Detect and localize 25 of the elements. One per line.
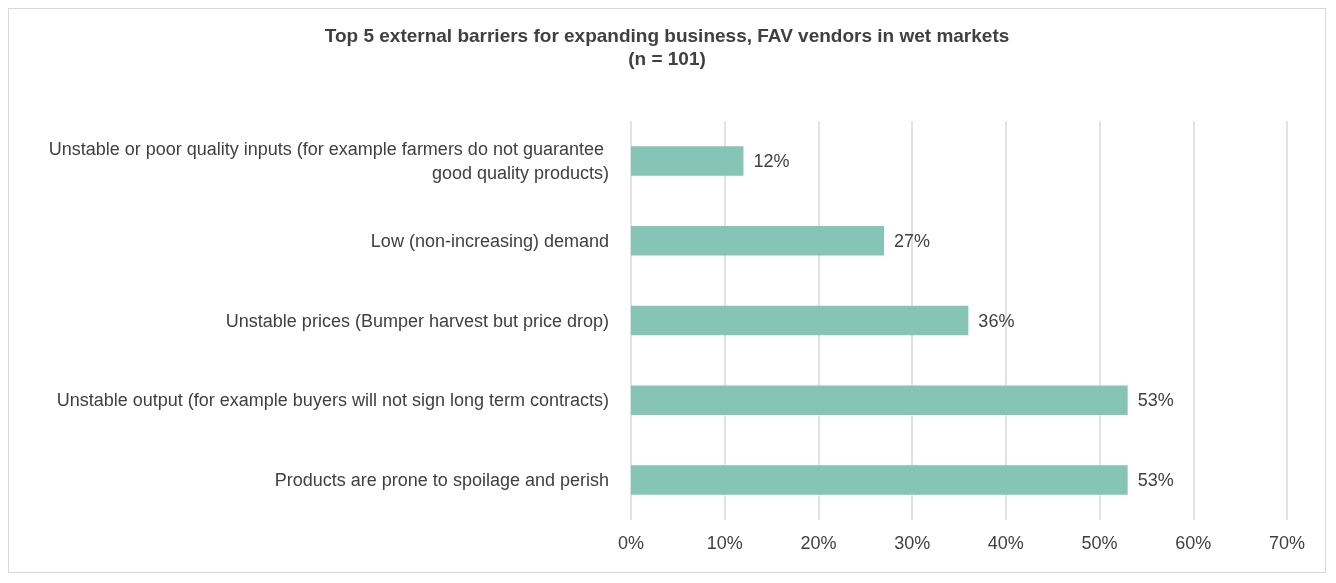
data-label: 12%: [753, 150, 790, 171]
bar: [631, 465, 1128, 495]
y-tick-label: Unstable output (for example buyers will not sign long term contracts): [56, 390, 609, 411]
data-label: 53%: [1137, 390, 1174, 411]
chart-subtitle: (n = 101): [628, 48, 706, 69]
x-tick-label: 50%: [1081, 533, 1118, 553]
bar: [631, 305, 969, 336]
bar: [631, 385, 1128, 416]
y-tick-label: Unstable or poor quality inputs (for example farmers do not guarantee good quality products): [48, 138, 609, 183]
x-tick-label: 20%: [800, 533, 837, 553]
x-tick-label: 40%: [987, 533, 1024, 553]
bar: [631, 146, 744, 176]
y-tick-label: Low (non-increasing) demand: [370, 230, 609, 251]
y-tick-label: Unstable prices (Bumper harvest but price drop): [225, 310, 609, 331]
x-tick-label: 10%: [706, 533, 743, 553]
y-tick-label: Products are prone to spoilage and perish: [274, 470, 609, 491]
data-label: 27%: [894, 230, 931, 251]
x-tick-label: 60%: [1175, 533, 1212, 553]
x-tick-label: 30%: [894, 533, 931, 553]
bar: [631, 225, 885, 256]
x-tick-label: 70%: [1268, 533, 1306, 553]
data-label: 36%: [978, 310, 1015, 331]
data-label: 53%: [1137, 470, 1174, 491]
chart-title: Top 5 external barriers for expanding business, FAV vendors in wet markets: [324, 25, 1010, 46]
x-tick-label: 0%: [617, 533, 645, 553]
